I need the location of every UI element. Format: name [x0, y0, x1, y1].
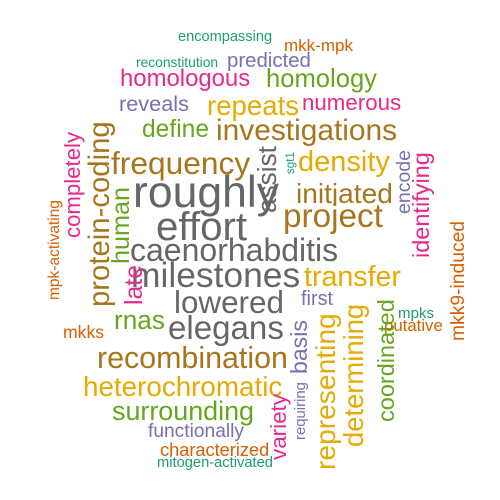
- word-density: density: [298, 145, 390, 178]
- word-mitogen-activated: mitogen-activated: [157, 454, 273, 471]
- word-determining: determining: [337, 303, 369, 447]
- word-predicted: predicted: [227, 49, 311, 72]
- word-recombination: recombination: [97, 340, 288, 375]
- word-repeats: repeats: [207, 89, 300, 121]
- word-heterochromatic: heterochromatic: [83, 370, 283, 402]
- word-investigations: investigations: [216, 114, 398, 148]
- word-reconstitution: reconstitution: [136, 54, 219, 70]
- word-encompassing: encompassing: [178, 28, 273, 45]
- word-variety: variety: [265, 394, 291, 460]
- word-homologous: homologous: [120, 65, 251, 93]
- word-characterized: characterized: [160, 440, 270, 461]
- word-basis: basis: [285, 320, 312, 374]
- word-effort: effort: [156, 204, 248, 250]
- word-project: project: [283, 198, 383, 236]
- word-frequency: frequency: [111, 144, 251, 181]
- word-define: define: [142, 116, 210, 144]
- word-representing: representing: [308, 313, 341, 470]
- word-elegans: elegans: [168, 309, 284, 347]
- word-functionally: functionally: [148, 421, 244, 443]
- word-caenorhabditis: caenorhabditis: [130, 231, 339, 268]
- word-coordinated: coordinated: [372, 299, 399, 422]
- word-mkk-mpk: mkk-mpk: [284, 35, 353, 55]
- word-milestones: milestones: [131, 254, 301, 295]
- word-lowered: lowered: [174, 285, 284, 321]
- word-initiated: initiated: [296, 177, 393, 209]
- word-numerous: numerous: [302, 89, 402, 115]
- word-mkk9-induced: mkk9-induced: [448, 220, 470, 341]
- word-roughly: roughly: [133, 167, 279, 217]
- word-mpks: mpks: [398, 305, 435, 322]
- word-completely: completely: [59, 131, 85, 238]
- word-putative: putative: [384, 316, 443, 336]
- word-first: first: [301, 288, 334, 311]
- word-surrounding: surrounding: [112, 395, 255, 426]
- word-sgt1: sgt1: [284, 152, 298, 174]
- word-reveals: reveals: [119, 91, 189, 117]
- word-mpk-activating: mpk-activating: [46, 200, 64, 300]
- word-rnas: rnas: [114, 304, 165, 335]
- word-requiring: requiring: [292, 382, 309, 440]
- word-late: late: [121, 265, 149, 305]
- word-transfer: transfer: [304, 260, 401, 293]
- word-homology: homology: [266, 65, 377, 94]
- word-mkks: mkks: [63, 321, 105, 342]
- word-identifying: identifying: [408, 152, 435, 258]
